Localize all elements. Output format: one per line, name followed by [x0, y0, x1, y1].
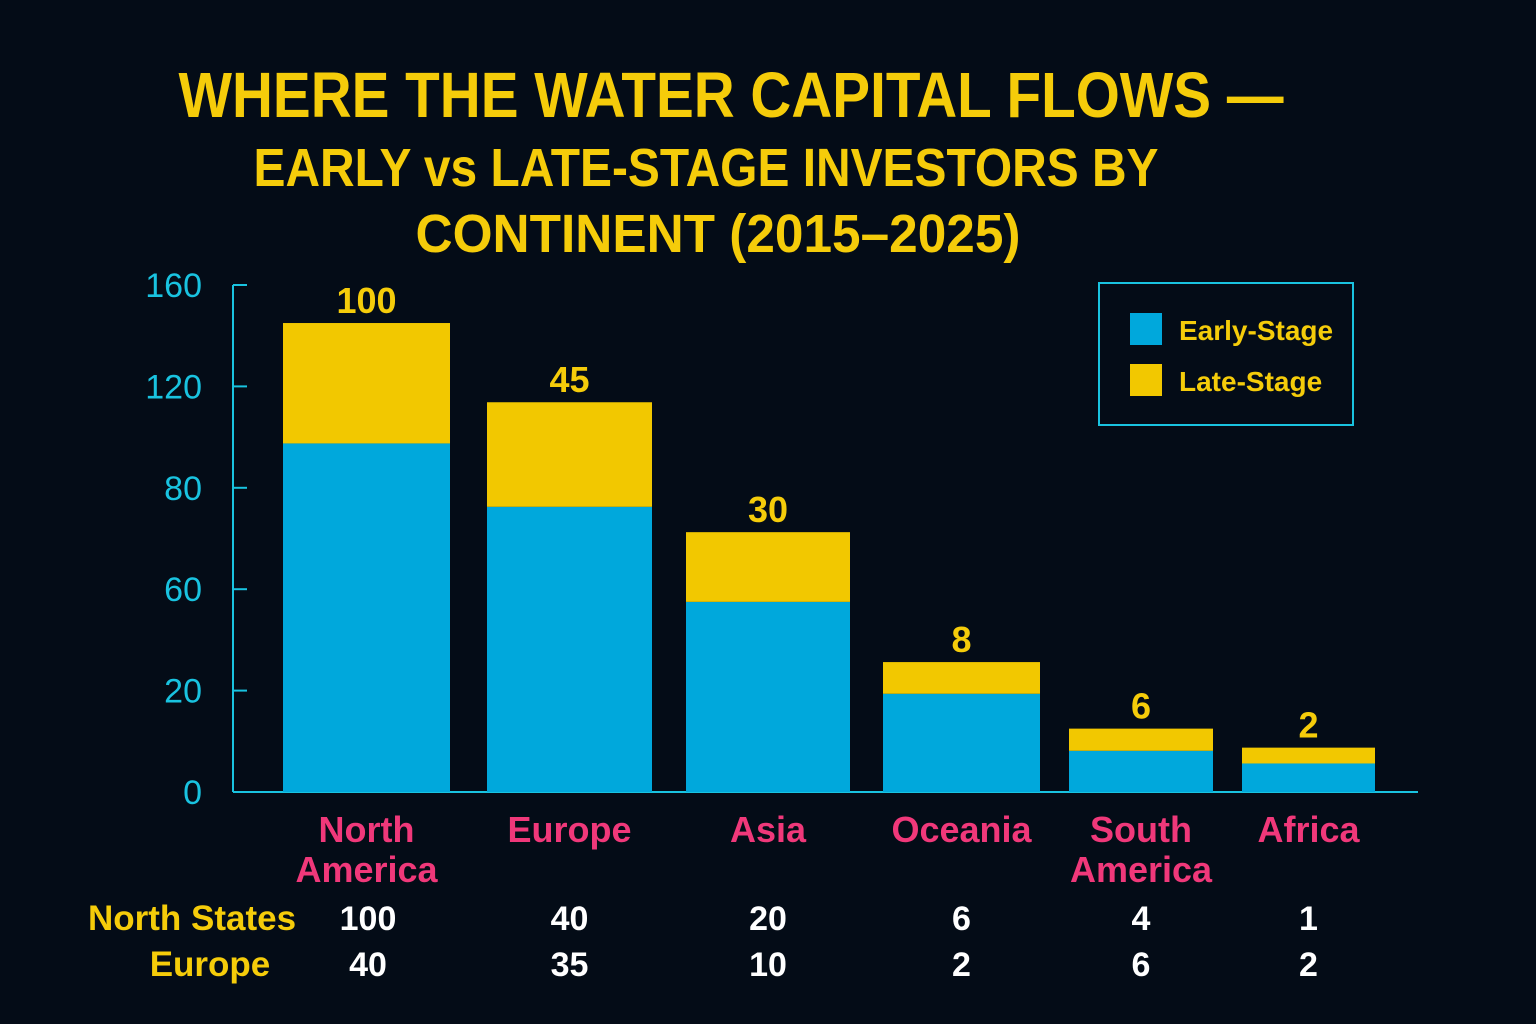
y-tick-label: 160: [145, 267, 202, 305]
chart-subtitle-line1: EARLY vs LATE-STAGE INVESTORS BY: [254, 138, 1159, 198]
data-label: 30: [748, 489, 788, 530]
data-table: North States 100 40 20 6 4 1 Europe 40 35 10 2 6 2: [88, 899, 1318, 984]
table-row-label: Europe: [150, 945, 271, 984]
x-tick-label: North: [319, 809, 415, 850]
y-tick-label: 0: [183, 774, 202, 812]
bar-early-oceania: [883, 693, 1040, 792]
table-cell: 1: [1299, 900, 1318, 938]
table-cell: 35: [551, 946, 589, 984]
table-cell: 4: [1132, 900, 1151, 938]
x-tick-label: Europe: [507, 809, 631, 850]
y-tick-label: 120: [145, 368, 202, 406]
table-cell: 2: [1299, 946, 1318, 984]
x-tick-label: Asia: [730, 809, 807, 850]
bar-early-asia: [686, 601, 850, 792]
x-tick-label: South: [1090, 809, 1192, 850]
bar-late-north-america: [283, 323, 450, 444]
table-cell: 2: [952, 946, 971, 984]
bar-late-africa: [1242, 747, 1375, 764]
data-label: 2: [1298, 705, 1318, 746]
data-label: 6: [1131, 686, 1151, 727]
bar-early-north-america: [283, 443, 450, 792]
chart-title: WHERE THE WATER CAPITAL FLOWS —: [179, 59, 1284, 131]
legend: Early-Stage Late-Stage: [1098, 282, 1354, 426]
y-tick-label: 80: [164, 470, 202, 508]
bar-early-south-america: [1069, 750, 1213, 792]
x-tick-label: America: [1070, 849, 1213, 890]
y-tick-label: 20: [164, 673, 202, 711]
bar-early-africa: [1242, 763, 1375, 792]
x-tick-label: Oceania: [891, 809, 1032, 850]
table-cell: 6: [952, 900, 971, 938]
data-label: 100: [336, 280, 396, 321]
data-label: 8: [951, 619, 971, 660]
data-label: 45: [549, 359, 589, 400]
chart-subtitle-line2: CONTINENT (2015–2025): [416, 204, 1021, 264]
x-tick-label: Africa: [1257, 809, 1360, 850]
legend-swatch-late: [1130, 364, 1162, 396]
bar-late-europe: [487, 402, 652, 507]
legend-label-early: Early-Stage: [1179, 315, 1333, 346]
y-tick-label: 60: [164, 571, 202, 609]
table-cell: 40: [349, 946, 387, 984]
legend-swatch-early: [1130, 313, 1162, 345]
x-tick-label: America: [295, 849, 438, 890]
legend-box: [1098, 282, 1354, 426]
bar-late-asia: [686, 532, 850, 602]
bar-late-oceania: [883, 662, 1040, 694]
table-cell: 6: [1132, 946, 1151, 984]
table-cell: 10: [749, 946, 787, 984]
table-cell: 40: [551, 900, 589, 938]
table-cell: 20: [749, 900, 787, 938]
bars: 100 45 30 8 6 2: [283, 280, 1375, 792]
legend-label-late: Late-Stage: [1179, 366, 1322, 397]
bar-late-south-america: [1069, 728, 1213, 751]
table-cell: 100: [340, 900, 397, 938]
table-row-label: North States: [88, 899, 296, 938]
bar-early-europe: [487, 506, 652, 792]
